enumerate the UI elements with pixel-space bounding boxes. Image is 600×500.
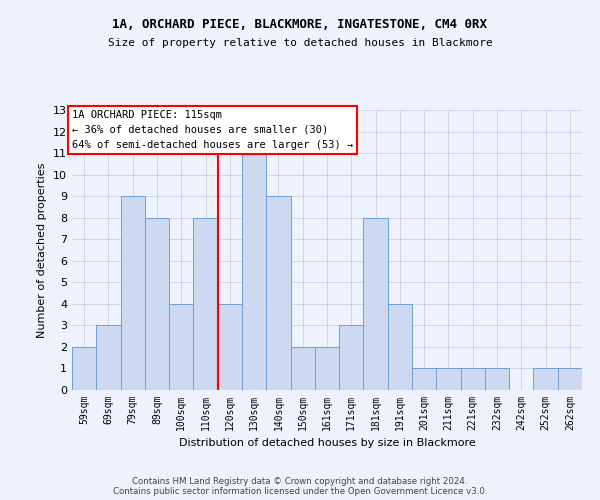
Bar [290, 347, 315, 390]
Bar [242, 153, 266, 390]
Bar [315, 347, 339, 390]
Bar [436, 368, 461, 390]
Bar [461, 368, 485, 390]
Bar [193, 218, 218, 390]
Bar [558, 368, 582, 390]
Bar [412, 368, 436, 390]
Text: Size of property relative to detached houses in Blackmore: Size of property relative to detached ho… [107, 38, 493, 48]
Bar [96, 326, 121, 390]
Bar [72, 347, 96, 390]
Bar [218, 304, 242, 390]
X-axis label: Distribution of detached houses by size in Blackmore: Distribution of detached houses by size … [179, 438, 475, 448]
Bar [339, 326, 364, 390]
Bar [533, 368, 558, 390]
Text: Contains HM Land Registry data © Crown copyright and database right 2024.: Contains HM Land Registry data © Crown c… [132, 477, 468, 486]
Y-axis label: Number of detached properties: Number of detached properties [37, 162, 47, 338]
Bar [485, 368, 509, 390]
Bar [266, 196, 290, 390]
Bar [388, 304, 412, 390]
Bar [121, 196, 145, 390]
Bar [364, 218, 388, 390]
Text: 1A, ORCHARD PIECE, BLACKMORE, INGATESTONE, CM4 0RX: 1A, ORCHARD PIECE, BLACKMORE, INGATESTON… [113, 18, 487, 30]
Text: Contains public sector information licensed under the Open Government Licence v3: Contains public sector information licen… [113, 487, 487, 496]
Bar [145, 218, 169, 390]
Bar [169, 304, 193, 390]
Text: 1A ORCHARD PIECE: 115sqm
← 36% of detached houses are smaller (30)
64% of semi-d: 1A ORCHARD PIECE: 115sqm ← 36% of detach… [72, 110, 353, 150]
